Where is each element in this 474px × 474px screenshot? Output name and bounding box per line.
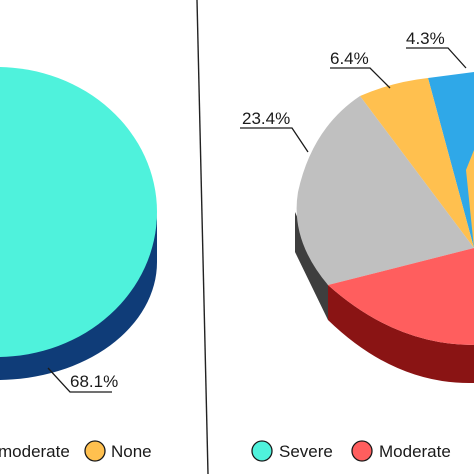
left-legend-label-none: None: [111, 442, 152, 461]
right-pie-slice-severe-edge: [466, 150, 474, 248]
right-pie-slice-blue: [428, 72, 474, 248]
left-pie: [0, 67, 157, 380]
right-pie-label-23-4: 23.4%: [242, 109, 290, 128]
right-pie-slice-yellow: [360, 78, 474, 248]
left-pie-slice-severe: [0, 67, 157, 357]
left-legend-swatch-none: [84, 440, 106, 462]
right-pie-slice-grey: [296, 96, 474, 285]
right-legend-swatch-severe: [251, 440, 273, 462]
right-pie-label-6-4: 6.4%: [330, 49, 369, 68]
right-pie-depth-red: [328, 285, 474, 384]
left-pie-leader-line: [47, 367, 112, 393]
right-pie-leader-6-4: [330, 67, 391, 89]
right-pie-label-4-3: 4.3%: [406, 29, 445, 48]
left-legend: moderate None: [0, 440, 152, 462]
right-pie-leader-4-3: [406, 47, 467, 69]
left-legend-label-moderate: moderate: [0, 442, 70, 461]
right-legend-label-moderate: Moderate: [379, 442, 451, 461]
panel-divider: [196, 0, 209, 474]
right-pie-leader-23-4: [240, 127, 309, 153]
right-pie: [295, 72, 474, 384]
right-pie-slice-moderate: [328, 248, 474, 345]
right-legend-label-severe: Severe: [279, 442, 333, 461]
left-pie-label-68-1: 68.1%: [70, 372, 118, 391]
right-legend-swatch-moderate: [351, 440, 373, 462]
right-legend: Severe Moderate: [251, 440, 451, 462]
